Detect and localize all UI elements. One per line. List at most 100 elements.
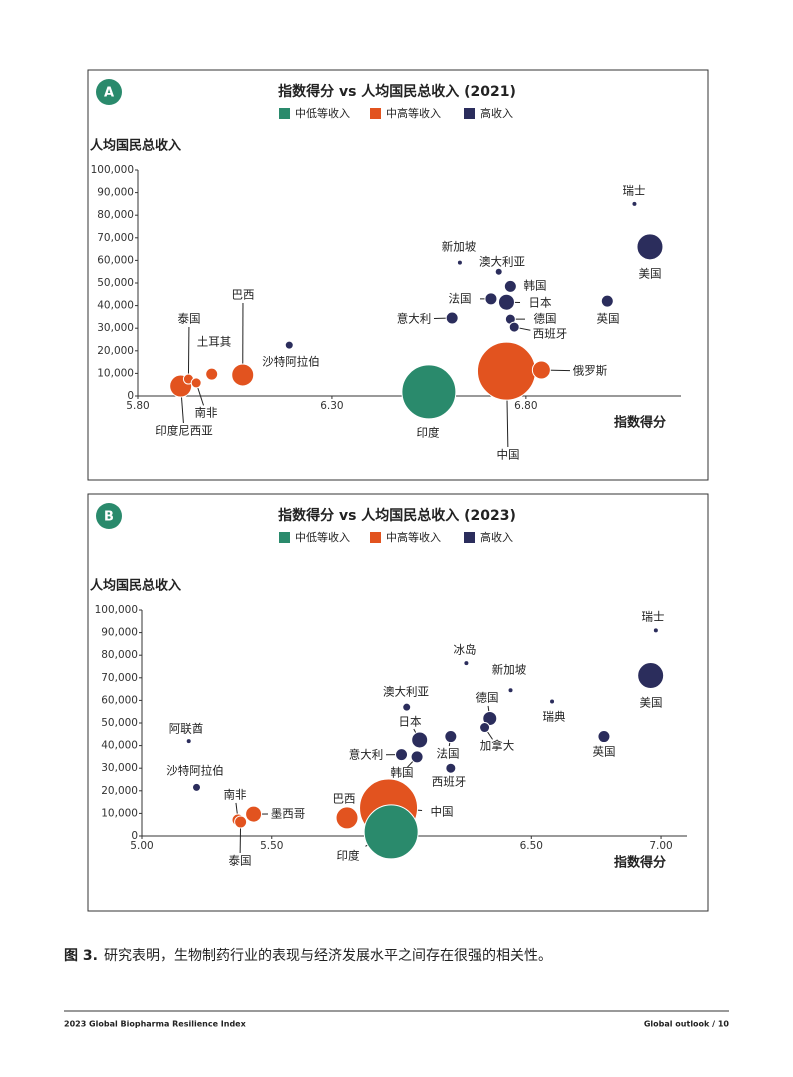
point-label: 阿联酋 bbox=[169, 722, 204, 736]
point-label: 澳大利亚 bbox=[479, 255, 525, 269]
y-tick-label: 0 bbox=[131, 830, 138, 842]
y-axis-title: 人均国民总收入 bbox=[90, 578, 181, 594]
bubble bbox=[636, 233, 664, 261]
point-label: 法国 bbox=[449, 292, 472, 306]
y-tick-label: 90,000 bbox=[97, 187, 134, 199]
bubble bbox=[632, 201, 637, 206]
point-label: 泰国 bbox=[178, 312, 201, 326]
point-label: 西班牙 bbox=[432, 775, 467, 789]
point-label: 墨西哥 bbox=[271, 807, 306, 821]
bubble bbox=[410, 750, 424, 764]
y-tick-label: 20,000 bbox=[101, 785, 138, 797]
y-tick-label: 100,000 bbox=[95, 604, 138, 616]
y-tick-label: 100,000 bbox=[91, 164, 134, 176]
legend-label: 中高等收入 bbox=[386, 530, 441, 544]
legend-swatch bbox=[279, 532, 290, 543]
bubble bbox=[444, 730, 458, 744]
bubble bbox=[495, 268, 502, 275]
y-tick-label: 10,000 bbox=[101, 807, 138, 819]
bubble bbox=[234, 815, 248, 829]
point-label: 德国 bbox=[534, 312, 557, 326]
point-label: 英国 bbox=[593, 745, 616, 759]
point-label: 瑞士 bbox=[623, 184, 646, 198]
bubble bbox=[363, 804, 419, 860]
chart-title: 指数得分 vs 人均国民总收入 (2021) bbox=[278, 83, 516, 100]
bubble bbox=[205, 367, 219, 381]
bubble bbox=[245, 805, 263, 823]
y-tick-label: 30,000 bbox=[97, 322, 134, 334]
bubble bbox=[445, 762, 457, 774]
bubble bbox=[231, 363, 255, 387]
bubble bbox=[482, 710, 498, 726]
panel-badge bbox=[96, 79, 122, 105]
bubble bbox=[550, 699, 555, 704]
leader-line bbox=[187, 326, 190, 380]
bubble bbox=[395, 748, 409, 762]
bubble bbox=[508, 321, 520, 333]
bubble bbox=[445, 311, 459, 325]
y-tick-label: 40,000 bbox=[97, 300, 134, 312]
point-label: 美国 bbox=[640, 696, 663, 710]
x-tick-label: 6.80 bbox=[514, 400, 537, 412]
bubble bbox=[479, 722, 491, 734]
point-label: 泰国 bbox=[229, 854, 252, 868]
bubble bbox=[531, 360, 551, 380]
bubble bbox=[186, 739, 191, 744]
legend-label: 中低等收入 bbox=[295, 530, 350, 544]
point-label: 意大利 bbox=[349, 748, 384, 762]
bubble bbox=[335, 806, 359, 830]
caption-text: 研究表明，生物制药行业的表现与经济发展水平之间存在很强的相关性。 bbox=[104, 948, 552, 964]
bubble bbox=[653, 628, 658, 633]
bubble bbox=[411, 731, 429, 749]
bubble bbox=[401, 364, 457, 420]
bubble bbox=[457, 260, 462, 265]
point-label: 印度尼西亚 bbox=[155, 424, 213, 438]
point-label: 瑞典 bbox=[543, 710, 566, 724]
x-axis-title: 指数得分 bbox=[614, 415, 666, 431]
x-tick-label: 6.50 bbox=[520, 840, 543, 852]
point-label: 土耳其 bbox=[197, 335, 232, 349]
y-tick-label: 50,000 bbox=[101, 717, 138, 729]
bubble bbox=[192, 782, 201, 792]
legend-swatch bbox=[279, 108, 290, 119]
y-tick-label: 0 bbox=[127, 390, 134, 402]
x-tick-label: 7.00 bbox=[649, 840, 672, 852]
point-label: 美国 bbox=[639, 267, 662, 281]
y-tick-label: 70,000 bbox=[101, 672, 138, 684]
y-tick-label: 80,000 bbox=[97, 209, 134, 221]
bubble bbox=[508, 688, 513, 693]
panel-frame bbox=[87, 69, 709, 481]
footer-left: 2023 Global Biopharma Resilience Index bbox=[64, 1020, 247, 1029]
bubble bbox=[402, 702, 412, 712]
footer-right: Global outlook / 10 bbox=[644, 1020, 730, 1029]
bubble bbox=[497, 293, 515, 311]
point-label: 印度 bbox=[337, 849, 360, 863]
x-axis-title: 指数得分 bbox=[614, 855, 666, 871]
y-tick-label: 70,000 bbox=[97, 232, 134, 244]
point-label: 意大利 bbox=[397, 312, 432, 326]
point-label: 英国 bbox=[597, 312, 620, 326]
legend-swatch bbox=[464, 532, 475, 543]
point-label: 澳大利亚 bbox=[383, 685, 429, 699]
panel-letter: B bbox=[104, 510, 114, 525]
panel-frame bbox=[87, 493, 709, 912]
point-label: 南非 bbox=[195, 406, 218, 420]
point-label: 韩国 bbox=[524, 279, 547, 293]
point-label: 法国 bbox=[437, 747, 460, 761]
bubble bbox=[597, 730, 611, 744]
point-label: 西班牙 bbox=[533, 327, 568, 341]
y-tick-label: 30,000 bbox=[101, 762, 138, 774]
y-axis-title: 人均国民总收入 bbox=[90, 138, 181, 154]
x-tick-label: 5.50 bbox=[260, 840, 283, 852]
bubble bbox=[637, 662, 665, 690]
bubble bbox=[284, 340, 294, 350]
point-label: 韩国 bbox=[391, 766, 414, 780]
point-label: 德国 bbox=[476, 691, 499, 705]
panel-badge bbox=[96, 503, 122, 529]
point-label: 巴西 bbox=[333, 792, 356, 806]
legend-label: 高收入 bbox=[480, 106, 513, 120]
y-tick-label: 40,000 bbox=[101, 740, 138, 752]
bubble bbox=[484, 292, 498, 306]
bubble bbox=[503, 279, 517, 293]
x-tick-label: 6.30 bbox=[320, 400, 343, 412]
